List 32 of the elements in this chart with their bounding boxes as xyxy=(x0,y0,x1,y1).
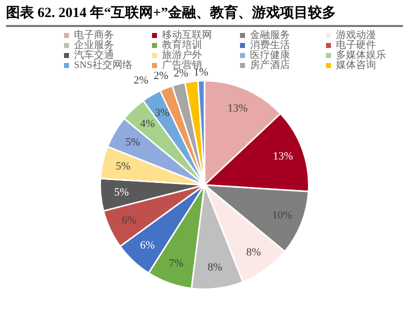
legend-label: SNS社交网络 xyxy=(74,60,132,71)
legend-label: 消费生活 xyxy=(250,40,290,51)
legend-label: 媒体咨询 xyxy=(336,60,376,71)
legend-label: 电子硬件 xyxy=(336,40,376,51)
data-label: 2% xyxy=(174,68,188,80)
legend-label: 电子商务 xyxy=(74,30,114,41)
data-label: 5% xyxy=(116,160,130,173)
data-label: 7% xyxy=(168,257,184,270)
data-label: 5% xyxy=(114,186,129,199)
legend-label: 金融服务 xyxy=(250,30,290,41)
legend-label: 多媒体娱乐 xyxy=(336,50,386,61)
legend-label: 企业服务 xyxy=(74,40,114,51)
legend-label: 医疗健康 xyxy=(250,50,290,61)
data-label: 13% xyxy=(272,150,294,163)
data-label: 2% xyxy=(154,70,168,82)
data-label: 10% xyxy=(272,210,292,222)
legend-label: 汽车交通 xyxy=(74,50,114,61)
data-label: 13% xyxy=(228,102,248,114)
data-label: 6% xyxy=(140,240,155,252)
legend-label: 游戏动漫 xyxy=(336,30,376,41)
data-label: 8% xyxy=(208,262,222,274)
chart-title: 图表 62. 2014 年“互联网+”金融、教育、游戏项目较多 xyxy=(6,4,403,27)
data-label: 8% xyxy=(246,246,261,258)
legend-label: 教育培训 xyxy=(162,40,202,51)
data-label: 2% xyxy=(134,74,148,87)
legend-label: 房产酒店 xyxy=(250,60,290,71)
data-label: 6% xyxy=(122,214,136,226)
data-label: 5% xyxy=(125,136,140,148)
legend-label: 移动互联网 xyxy=(162,30,212,41)
data-label: 3% xyxy=(154,107,170,120)
legend-label: 旅游户外 xyxy=(162,50,202,61)
data-label: 4% xyxy=(140,118,155,130)
